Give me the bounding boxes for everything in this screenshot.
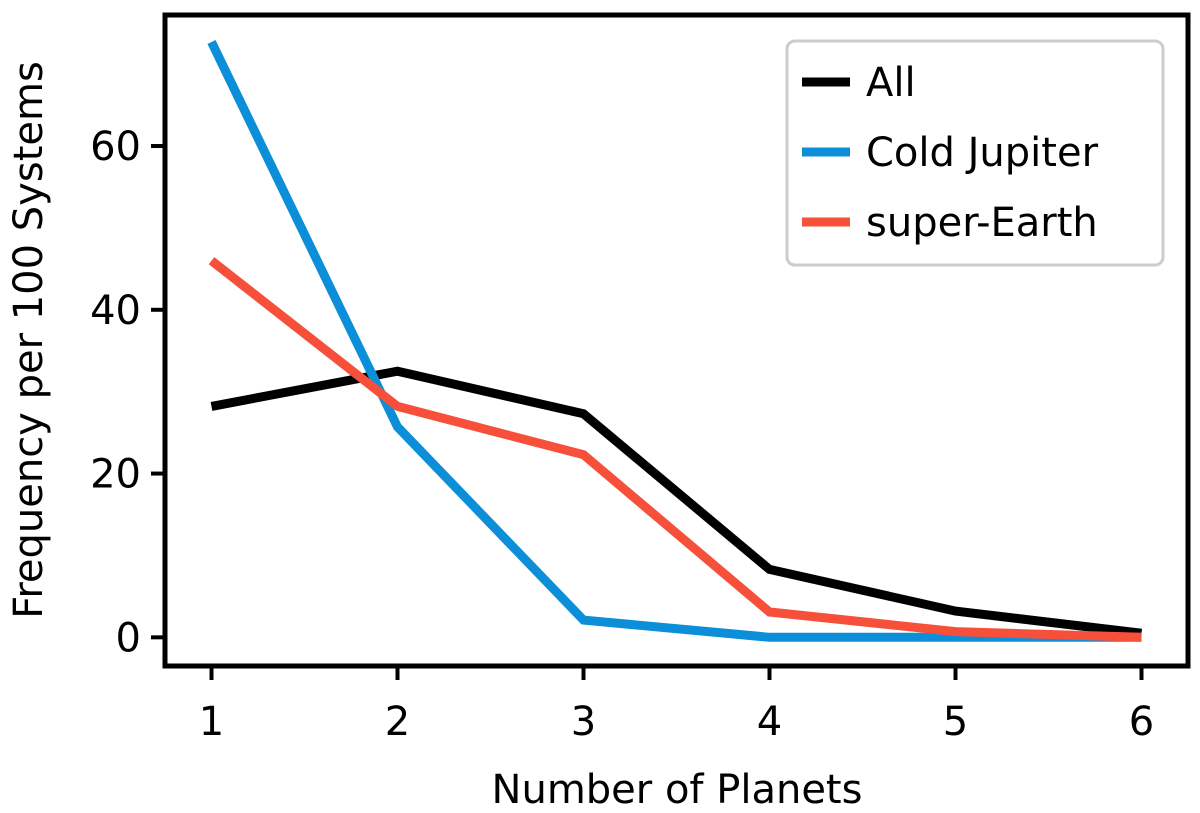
y-tick-label: 60 <box>90 124 141 170</box>
x-axis-label: Number of Planets <box>492 767 863 813</box>
legend-label-3: super-Earth <box>866 200 1098 246</box>
x-tick-label: 6 <box>1129 699 1154 745</box>
y-tick-label: 0 <box>116 615 141 661</box>
x-tick-label: 1 <box>199 699 224 745</box>
x-tick-label: 4 <box>757 699 782 745</box>
series-line-3 <box>208 257 1142 642</box>
y-tick-label: 40 <box>90 288 141 334</box>
x-tick-label: 3 <box>571 699 596 745</box>
legend-label-2: Cold Jupiter <box>866 130 1099 176</box>
legend: All Cold Jupiter super-Earth <box>785 39 1165 267</box>
legend-box <box>785 39 1165 267</box>
x-tick-label: 2 <box>385 699 410 745</box>
plot-frame <box>162 12 1191 669</box>
x-tick-label: 5 <box>943 699 968 745</box>
series-line-2 <box>207 40 1142 642</box>
series-line-1 <box>210 366 1143 638</box>
series-layer <box>207 40 1143 642</box>
y-tick-label: 20 <box>90 452 141 498</box>
x-axis: 1 2 3 4 5 6 <box>199 666 1154 745</box>
y-axis: 0 20 40 60 <box>90 124 165 661</box>
legend-label-1: All <box>866 60 916 106</box>
y-axis-label: Frequency per 100 Systems <box>6 61 52 619</box>
